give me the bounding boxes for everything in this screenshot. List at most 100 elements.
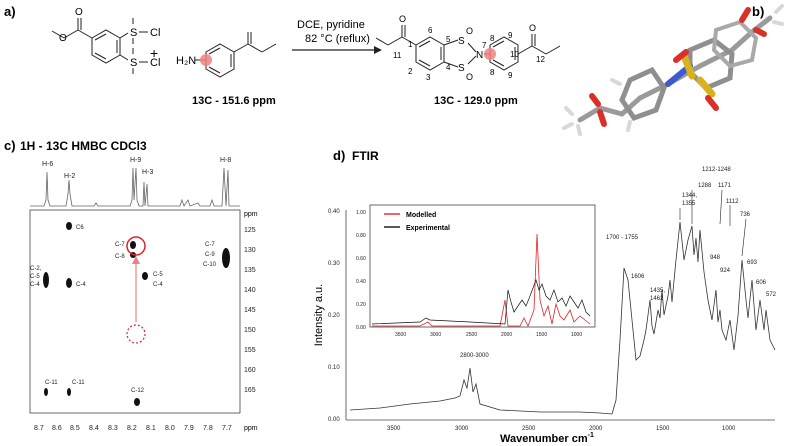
shift-arrow-head <box>132 256 140 264</box>
peak-label: 948 <box>710 255 721 261</box>
y-tick: 140 <box>244 287 256 294</box>
hmbc-x-unit: ppm <box>244 425 258 432</box>
x-tick: 1000 <box>722 426 736 432</box>
atom-number: 3 <box>426 73 431 82</box>
peak-label: C-5 <box>30 274 40 280</box>
peak-label: C-4 <box>76 282 86 288</box>
ftir-axes <box>345 210 775 421</box>
y-tick: 135 <box>244 267 256 274</box>
x-tick: 8.5 <box>70 425 80 432</box>
atom-number: 6 <box>428 26 433 35</box>
x-tick: 2000 <box>501 332 512 338</box>
inset-x-ticks: 3500 3000 2500 2000 1500 1000 <box>395 332 582 338</box>
x-tick: 8.7 <box>34 425 44 432</box>
x-tick: 8.4 <box>89 425 99 432</box>
proton-1d-spectrum <box>30 167 240 207</box>
x-tick: 2000 <box>589 426 603 432</box>
y-tick: 150 <box>244 327 256 334</box>
proton-label: H-3 <box>142 169 153 176</box>
x-tick: 8.0 <box>165 425 175 432</box>
atom-number: 7 <box>482 41 487 50</box>
reaction-arrow-head <box>374 46 382 54</box>
hmbc-title: 1H - 13C HMBC CDCl3 <box>20 139 147 153</box>
peak-label: C6 <box>76 225 84 231</box>
hmbc-plot-frame <box>29 209 241 414</box>
ftir-y-label: Intensity a.u. <box>313 284 325 346</box>
reactant-2 <box>195 32 277 78</box>
atom-number: 5 <box>446 35 451 44</box>
amine-group: H₂N <box>176 55 196 67</box>
panel-label-c: c) <box>4 138 16 153</box>
hmbc-x-ticks: 8.7 8.6 8.5 8.4 8.3 8.2 8.1 8.0 7.9 7.8 … <box>34 425 232 432</box>
y-tick: 0.40 <box>356 279 366 285</box>
plus-sign: + <box>150 45 158 61</box>
peak-label: 924 <box>720 268 731 274</box>
product-s-bottom: S <box>458 63 465 74</box>
x-tick: 8.1 <box>146 425 156 432</box>
atom-number: 9 <box>508 71 513 80</box>
peak-label: 1171 <box>718 183 732 189</box>
ftir-x-label-sup: -1 <box>588 432 594 439</box>
atom-number: 1 <box>408 40 413 49</box>
panel-label-a: a) <box>4 4 16 19</box>
cross-peak <box>142 272 148 280</box>
product-o: O <box>466 72 473 82</box>
atom-number: 8 <box>490 68 495 77</box>
y-tick: 0.40 <box>328 209 340 215</box>
y-tick: 160 <box>244 367 256 374</box>
cross-peak <box>222 248 230 268</box>
y-tick: 0.00 <box>328 417 340 423</box>
ftir-inset-frame <box>369 204 596 328</box>
o-atom: O <box>59 33 67 44</box>
highlight-circle-129ppm <box>126 236 146 256</box>
cross-peak <box>130 241 136 249</box>
peak-label: C-5 <box>153 272 163 278</box>
atom-number: 12 <box>536 55 545 64</box>
cross-peak <box>134 398 140 406</box>
reactant-shift-label: 13C - 151.6 ppm <box>192 95 276 107</box>
ftir-x-ticks: 3500 3000 2500 2000 1500 1000 <box>387 426 736 432</box>
panel-label-b: b) <box>752 4 764 19</box>
peak-label: C-9 <box>205 252 215 258</box>
atom-number: 10 <box>510 50 519 59</box>
highlight-circle-151ppm <box>126 324 146 344</box>
peak-label: 1112 <box>726 199 739 205</box>
x-tick: 3500 <box>387 426 401 432</box>
crystal-structure-3d <box>562 4 784 136</box>
x-tick: 3000 <box>455 426 469 432</box>
cross-peak <box>66 278 72 288</box>
x-tick: 2500 <box>522 426 536 432</box>
peak-label: 736 <box>740 212 751 218</box>
product <box>375 25 561 71</box>
peak-label: 1700 - 1755 <box>606 235 639 241</box>
ftir-y-ticks: 0.40 0.30 0.20 0.10 0.00 <box>328 209 340 423</box>
y-tick: 130 <box>244 247 256 254</box>
cl-bottom: Cl <box>150 57 160 69</box>
proton-label: H-2 <box>64 173 75 180</box>
peak-label: C-7 <box>115 242 125 248</box>
hmbc-y-ticks: 125 130 135 140 145 150 155 160 165 <box>244 227 256 394</box>
peak-label: C-10 <box>203 262 217 268</box>
legend-experimental-label: Experimental <box>406 225 450 232</box>
cross-peak <box>67 388 71 396</box>
x-tick: 2500 <box>466 332 477 338</box>
x-tick: 3000 <box>430 332 441 338</box>
x-tick: 1500 <box>656 426 670 432</box>
legend-modelled-label: Modelled <box>406 212 436 219</box>
peak-label: C-7 <box>205 242 215 248</box>
y-tick: 0.00 <box>356 325 366 331</box>
y-tick: 0.20 <box>328 313 340 319</box>
y-tick: 0.10 <box>328 365 340 371</box>
peak-label: 1355 <box>682 201 696 207</box>
cross-peak <box>43 272 49 288</box>
cl-top: Cl <box>150 27 160 39</box>
y-tick: 0.80 <box>356 233 366 239</box>
peak-label: 1288 <box>698 183 712 189</box>
conditions-line1: DCE, pyridine <box>297 19 365 31</box>
peak-label: 572 <box>766 292 777 298</box>
peak-label: C-2, <box>30 266 42 272</box>
peak-label: C-12 <box>131 388 145 394</box>
peak-label: 1212-1248 <box>702 167 731 173</box>
inset-modelled-spectrum <box>372 233 591 327</box>
product-o: O <box>466 26 473 36</box>
